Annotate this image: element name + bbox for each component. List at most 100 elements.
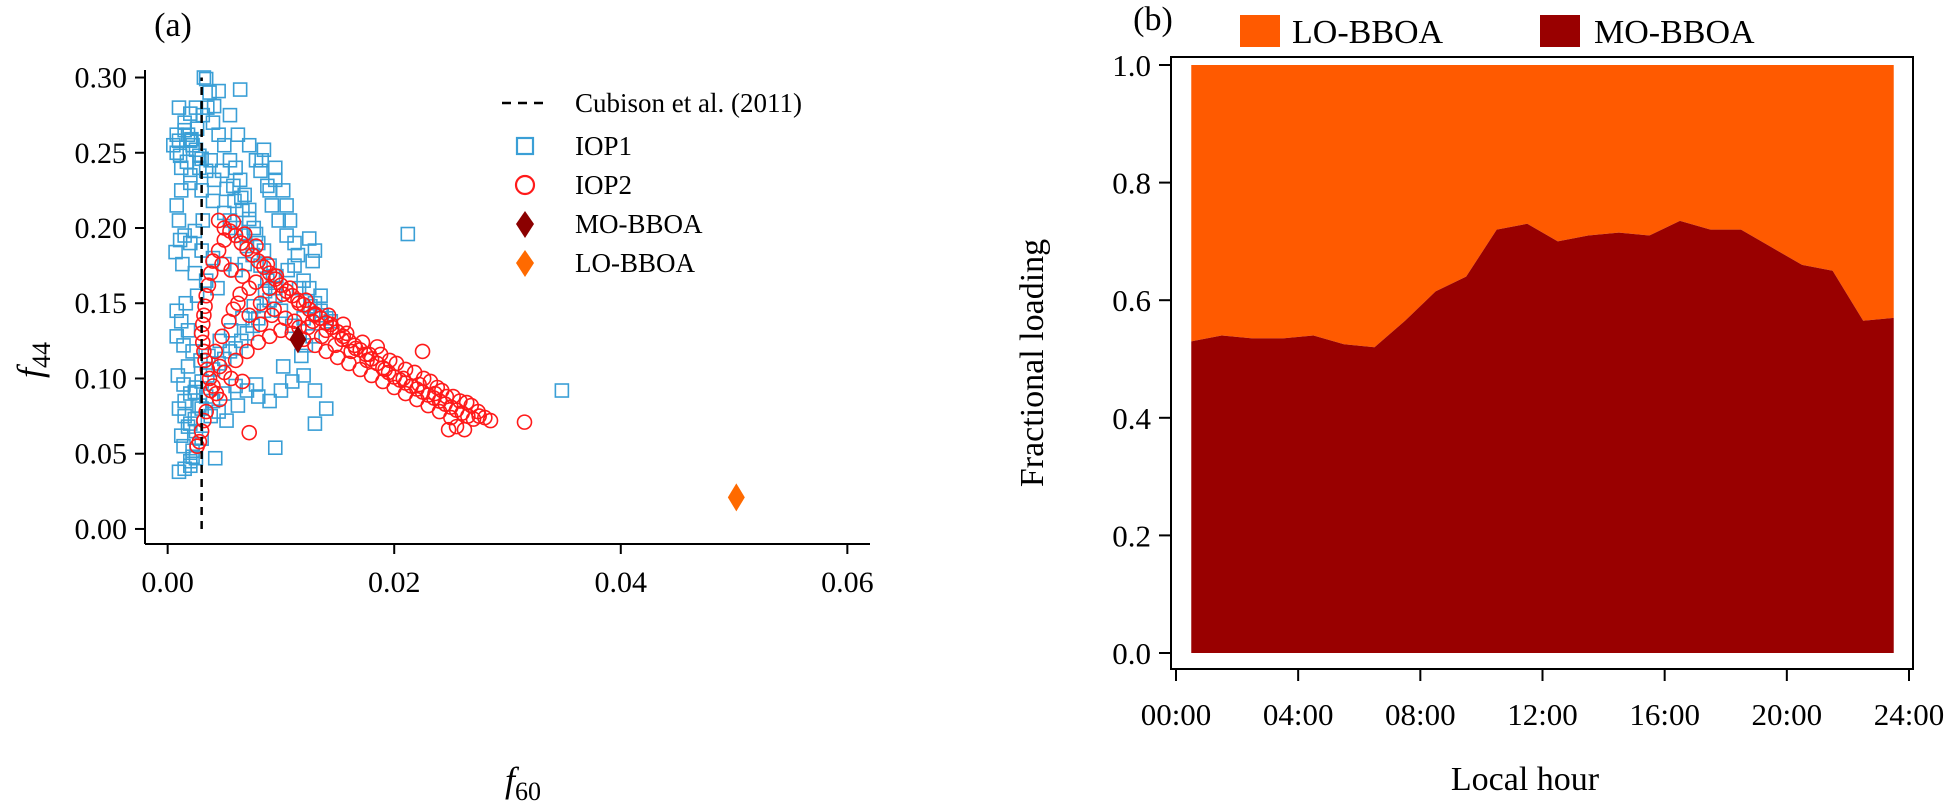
point-iop2 [414, 343, 431, 360]
point-iop2 [304, 313, 321, 330]
point-iop2 [241, 280, 258, 296]
point-iop2 [198, 287, 214, 304]
point-iop1 [189, 288, 205, 304]
point-iop1 [205, 115, 221, 130]
point-iop2 [456, 421, 473, 438]
point-iop1 [245, 318, 260, 334]
legend-iop2-label: IOP2 [575, 170, 632, 200]
point-iop1 [175, 256, 190, 272]
point-iop2 [266, 301, 282, 318]
point-iop1 [207, 450, 223, 466]
scatter-panel: (a) 0.00 0.02 0.04 0.06 0.00 0.05 0.10 0.15 0.2… [10, 7, 874, 801]
point-iop1 [214, 163, 230, 179]
y-tick-label: 0.00 [75, 513, 128, 546]
point-iop2 [334, 331, 350, 348]
point-iop2 [261, 265, 278, 281]
point-iop1 [178, 295, 194, 311]
point-iop1 [203, 152, 219, 168]
point-iop1 [271, 213, 286, 228]
point-iop1 [176, 377, 191, 392]
point-iop1 [205, 193, 221, 209]
point-iop1 [232, 82, 248, 97]
point-iop1 [260, 273, 275, 288]
point-iop2 [241, 307, 258, 324]
point-iop1 [198, 163, 214, 179]
point-iop2 [377, 361, 393, 378]
panel-b-label: (b) [1133, 1, 1173, 38]
point-iop1 [241, 137, 257, 153]
point-iop2 [223, 370, 239, 387]
point-iop1 [264, 198, 280, 213]
point-iop1 [235, 202, 250, 218]
legend-iop2-marker [514, 174, 536, 196]
point-iop1 [400, 226, 416, 242]
area-panel: (b) LO-BBOA MO-BBOA 00:00 04:00 08:00 12:00… [1014, 1, 1944, 798]
point-iop1 [189, 121, 205, 136]
point-iop2 [335, 316, 352, 333]
x-tick-label-b: 16:00 [1629, 697, 1700, 732]
point-iop1 [170, 368, 186, 383]
point-iop1 [183, 168, 198, 183]
point-iop2 [234, 373, 251, 390]
point-iop2 [214, 256, 230, 272]
point-iop2 [291, 295, 307, 312]
point-iop2 [252, 295, 269, 312]
point-iop1 [169, 303, 185, 319]
point-iop2 [196, 343, 212, 360]
point-iop1 [172, 232, 188, 248]
area-mo-bboa [1191, 220, 1894, 653]
legend-lo-bboa-label: LO-BBOA [575, 248, 695, 278]
x-tick-label: 0.06 [821, 566, 874, 599]
area-lo-bboa [1191, 65, 1894, 348]
point-iop1 [183, 175, 198, 191]
point-iop2 [397, 361, 414, 378]
point-iop2 [189, 438, 205, 454]
point-iop2 [318, 322, 335, 339]
point-iop1 [206, 98, 222, 114]
point-iop1 [305, 253, 320, 269]
point-iop1 [222, 152, 238, 168]
point-iop1 [307, 416, 323, 431]
point-iop2 [202, 382, 219, 399]
point-iop2 [380, 364, 397, 381]
point-iop2 [361, 346, 378, 363]
point-iop2 [438, 388, 455, 405]
point-iop1 [216, 137, 232, 153]
point-iop1 [180, 359, 196, 374]
point-iop2 [211, 391, 228, 408]
point-iop2 [198, 403, 214, 420]
point-iop2 [201, 370, 218, 387]
point-iop1 [279, 198, 294, 213]
point-iop1 [239, 326, 255, 341]
point-iop2 [259, 256, 276, 272]
point-iop2 [225, 214, 242, 230]
y-axis-title-b: Fractional loading [1014, 239, 1051, 487]
legend-mo-bboa-label: MO-BBOA [575, 209, 703, 239]
point-iop1 [177, 408, 192, 424]
x-axis-title-b: Local hour [1451, 761, 1600, 798]
point-iop2 [225, 301, 242, 318]
point-iop2 [196, 307, 212, 324]
x-ticks-b: 00:00 04:00 08:00 12:00 16:00 20:00 24:00 [1141, 669, 1944, 732]
point-iop2 [277, 310, 294, 327]
legend-iop1-label: IOP1 [575, 131, 632, 161]
point-iop1 [227, 193, 242, 209]
point-iop2 [239, 241, 255, 257]
point-iop1 [287, 235, 302, 251]
legend-lo-bboa-text: LO-BBOA [1292, 14, 1444, 51]
y-tick-label-b: 0.4 [1112, 401, 1151, 436]
point-iop2 [273, 277, 289, 293]
y-tick-label: 0.10 [75, 362, 128, 395]
y-axis-title: f44 [10, 342, 56, 378]
point-iop2 [268, 268, 285, 284]
point-iop1 [307, 383, 323, 398]
point-iop1 [206, 172, 222, 188]
point-iop2 [233, 235, 250, 251]
point-iop2 [458, 394, 475, 411]
point-iop2 [298, 292, 314, 309]
legend-lo-bboa-marker [516, 250, 534, 277]
point-lo-bboa [727, 483, 745, 512]
point-iop2 [429, 379, 446, 396]
point-iop1 [222, 344, 238, 359]
point-iop1 [282, 213, 298, 228]
